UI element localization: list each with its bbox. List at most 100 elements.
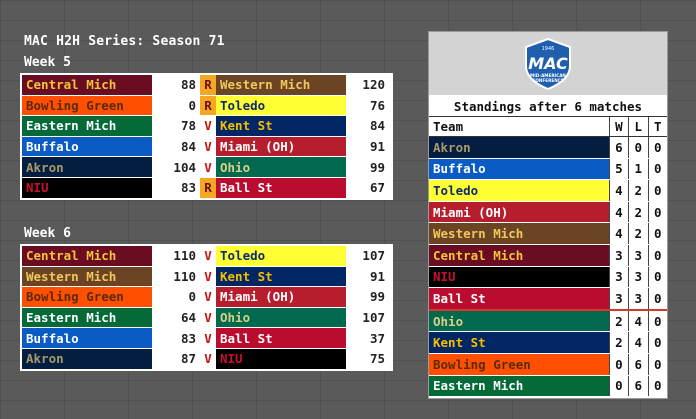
standings-ties: 0	[647, 137, 667, 158]
away-score: 99	[346, 157, 391, 177]
mac-logo-icon: 1946 MAC MID-AMERICAN CONFERENCE	[525, 37, 571, 90]
standings-team: Miami (OH)	[429, 201, 609, 223]
standings-wins: 4	[608, 201, 629, 223]
logo-sub1: MID-AMERICAN	[530, 73, 566, 78]
away-score: 107	[346, 307, 391, 328]
header-l: L	[628, 117, 648, 136]
standings-team: Bowling Green	[429, 353, 609, 375]
standings-team: Akron	[429, 137, 609, 158]
game-row: Bowling Green 0 R Toledo 76	[22, 95, 391, 116]
standings-ties: 0	[647, 375, 667, 397]
away-score: 91	[346, 266, 391, 287]
home-score: 88	[152, 75, 200, 95]
standings-team: Buffalo	[429, 158, 609, 180]
standings-row: Central Mich 3 3 0	[429, 244, 667, 267]
away-score: 37	[346, 328, 391, 348]
away-team: Kent St	[216, 116, 346, 136]
standings-wins: 3	[608, 266, 629, 288]
home-team: Bowling Green	[22, 95, 152, 116]
away-team: Toledo	[216, 95, 346, 116]
away-score: 99	[346, 287, 391, 307]
standings-losses: 6	[628, 353, 648, 375]
standings-team: Ohio	[429, 310, 609, 332]
standings-ties: 0	[647, 266, 667, 288]
home-team: Central Mich	[22, 75, 152, 95]
game-row: Buffalo 84 V Miami (OH) 91	[22, 136, 391, 157]
home-team: Eastern Mich	[22, 307, 152, 328]
away-score: 107	[346, 246, 391, 266]
game-row: Buffalo 83 V Ball St 37	[22, 328, 391, 348]
standings-team: Western Mich	[429, 223, 609, 244]
standings-ties: 0	[647, 158, 667, 180]
away-score: 76	[346, 95, 391, 116]
page-title: MAC H2H Series: Season 71	[24, 34, 225, 49]
result-mark: V	[204, 159, 212, 175]
home-score: 104	[152, 157, 200, 177]
home-score: 83	[152, 177, 200, 198]
home-team: Central Mich	[22, 246, 152, 266]
week-6-table: Central Mich 110 V Toledo 107 Western Mich 110…	[20, 244, 393, 371]
result-mark: V	[204, 139, 212, 155]
standings-wins: 4	[608, 180, 629, 201]
standings-row: Kent St 2 4 0	[429, 332, 667, 354]
standings-row: Buffalo 5 1 0	[429, 158, 667, 181]
standings-row: Bowling Green 0 6 0	[429, 353, 667, 376]
standings-losses: 2	[628, 223, 648, 244]
result-mark: V	[204, 310, 212, 326]
standings-losses: 0	[628, 137, 648, 158]
standings-ties: 0	[647, 180, 667, 201]
standings-title: Standings after 6 matches	[453, 99, 643, 114]
week-5-table: Central Mich 88 R Western Mich 120 Bowling Gr…	[20, 73, 393, 200]
header-team: Team	[433, 119, 464, 134]
standings-losses: 3	[628, 288, 648, 309]
home-score: 84	[152, 136, 200, 157]
away-score: 120	[346, 75, 391, 95]
result-mark: V	[204, 118, 212, 134]
standings-losses: 6	[628, 375, 648, 397]
standings-ties: 0	[647, 288, 667, 309]
standings-row: Akron 6 0 0	[429, 137, 667, 159]
standings-team: Eastern Mich	[429, 375, 609, 397]
result-mark: R	[200, 177, 216, 198]
standings-wins: 3	[608, 244, 629, 266]
away-team: Toledo	[216, 246, 346, 266]
result-mark: V	[204, 268, 212, 284]
home-team: Bowling Green	[22, 287, 152, 307]
game-row: NIU 83 R Ball St 67	[22, 177, 391, 198]
home-team: Akron	[22, 157, 152, 177]
standings-row: Ohio 2 4 0	[429, 310, 667, 333]
game-row: Central Mich 110 V Toledo 107	[22, 246, 391, 266]
home-team: Eastern Mich	[22, 116, 152, 136]
game-row: Central Mich 88 R Western Mich 120	[22, 75, 391, 95]
standings-losses: 1	[628, 158, 648, 180]
standings-losses: 3	[628, 266, 648, 288]
game-row: Bowling Green 0 V Miami (OH) 99	[22, 287, 391, 307]
away-team: Ohio	[216, 307, 346, 328]
standings-wins: 5	[608, 158, 629, 180]
away-team: Miami (OH)	[216, 136, 346, 157]
standings-wins: 2	[608, 310, 629, 332]
standings-row: Western Mich 4 2 0	[429, 223, 667, 245]
away-team: NIU	[216, 348, 346, 369]
week-6-label: Week 6	[24, 226, 71, 241]
away-score: 91	[346, 136, 391, 157]
away-team: Kent St	[216, 266, 346, 287]
standings-header: Team W L T	[429, 116, 667, 137]
home-team: Akron	[22, 348, 152, 369]
standings-wins: 0	[608, 375, 629, 397]
standings-row: Eastern Mich 0 6 0	[429, 375, 667, 398]
standings-ties: 0	[647, 310, 667, 332]
result-mark: R	[200, 75, 216, 95]
home-team: Western Mich	[22, 266, 152, 287]
game-row: Eastern Mich 78 V Kent St 84	[22, 116, 391, 136]
home-score: 0	[152, 287, 200, 307]
standings-team: Central Mich	[429, 244, 609, 266]
game-row: Western Mich 110 V Kent St 91	[22, 266, 391, 287]
game-row: Akron 87 V NIU 75	[22, 348, 391, 369]
standings-losses: 2	[628, 180, 648, 201]
standings-wins: 6	[608, 137, 629, 158]
header-t: T	[647, 117, 667, 136]
away-team: Miami (OH)	[216, 287, 346, 307]
game-row: Eastern Mich 64 V Ohio 107	[22, 307, 391, 328]
standings-row: Toledo 4 2 0	[429, 180, 667, 202]
